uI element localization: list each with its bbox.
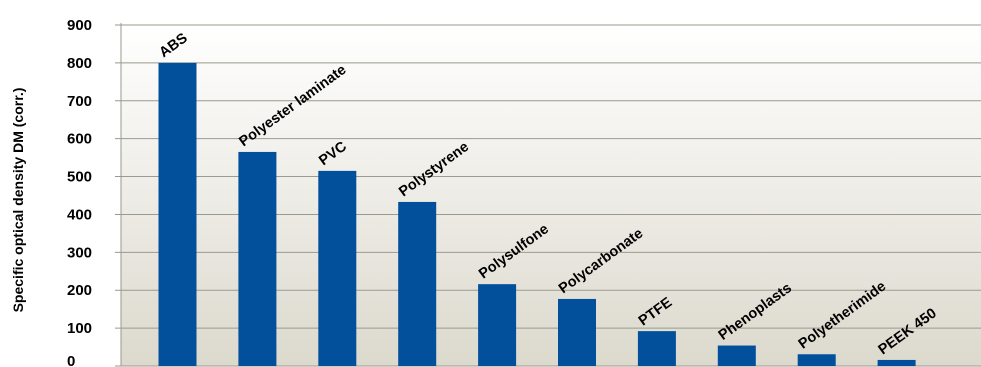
- y-tick-label: 300: [67, 244, 92, 261]
- y-tick-label: 800: [67, 55, 92, 72]
- bar: [877, 359, 916, 366]
- bar: [478, 284, 517, 366]
- y-tick-label: 700: [67, 93, 92, 110]
- bar: [558, 298, 596, 366]
- bar: [318, 170, 357, 366]
- y-tick-label: 900: [67, 17, 92, 34]
- bar: [158, 62, 197, 367]
- y-tick-label: 400: [67, 206, 92, 223]
- y-axis-ticks: 0 100 200 300 400 500 600 700 800 900: [67, 17, 92, 367]
- bar: [797, 354, 836, 366]
- y-tick-label: 0: [67, 353, 75, 367]
- y-tick-label: 100: [67, 320, 92, 337]
- bar: [238, 151, 277, 366]
- y-axis-label: Specific optical density DM (corr.): [10, 88, 26, 313]
- bar: [398, 201, 437, 366]
- y-tick-label: 600: [67, 131, 92, 148]
- y-tick-label: 200: [67, 282, 92, 299]
- bars: [158, 62, 916, 367]
- bar: [717, 345, 756, 366]
- bar: [637, 331, 676, 366]
- y-tick-label: 500: [67, 169, 92, 186]
